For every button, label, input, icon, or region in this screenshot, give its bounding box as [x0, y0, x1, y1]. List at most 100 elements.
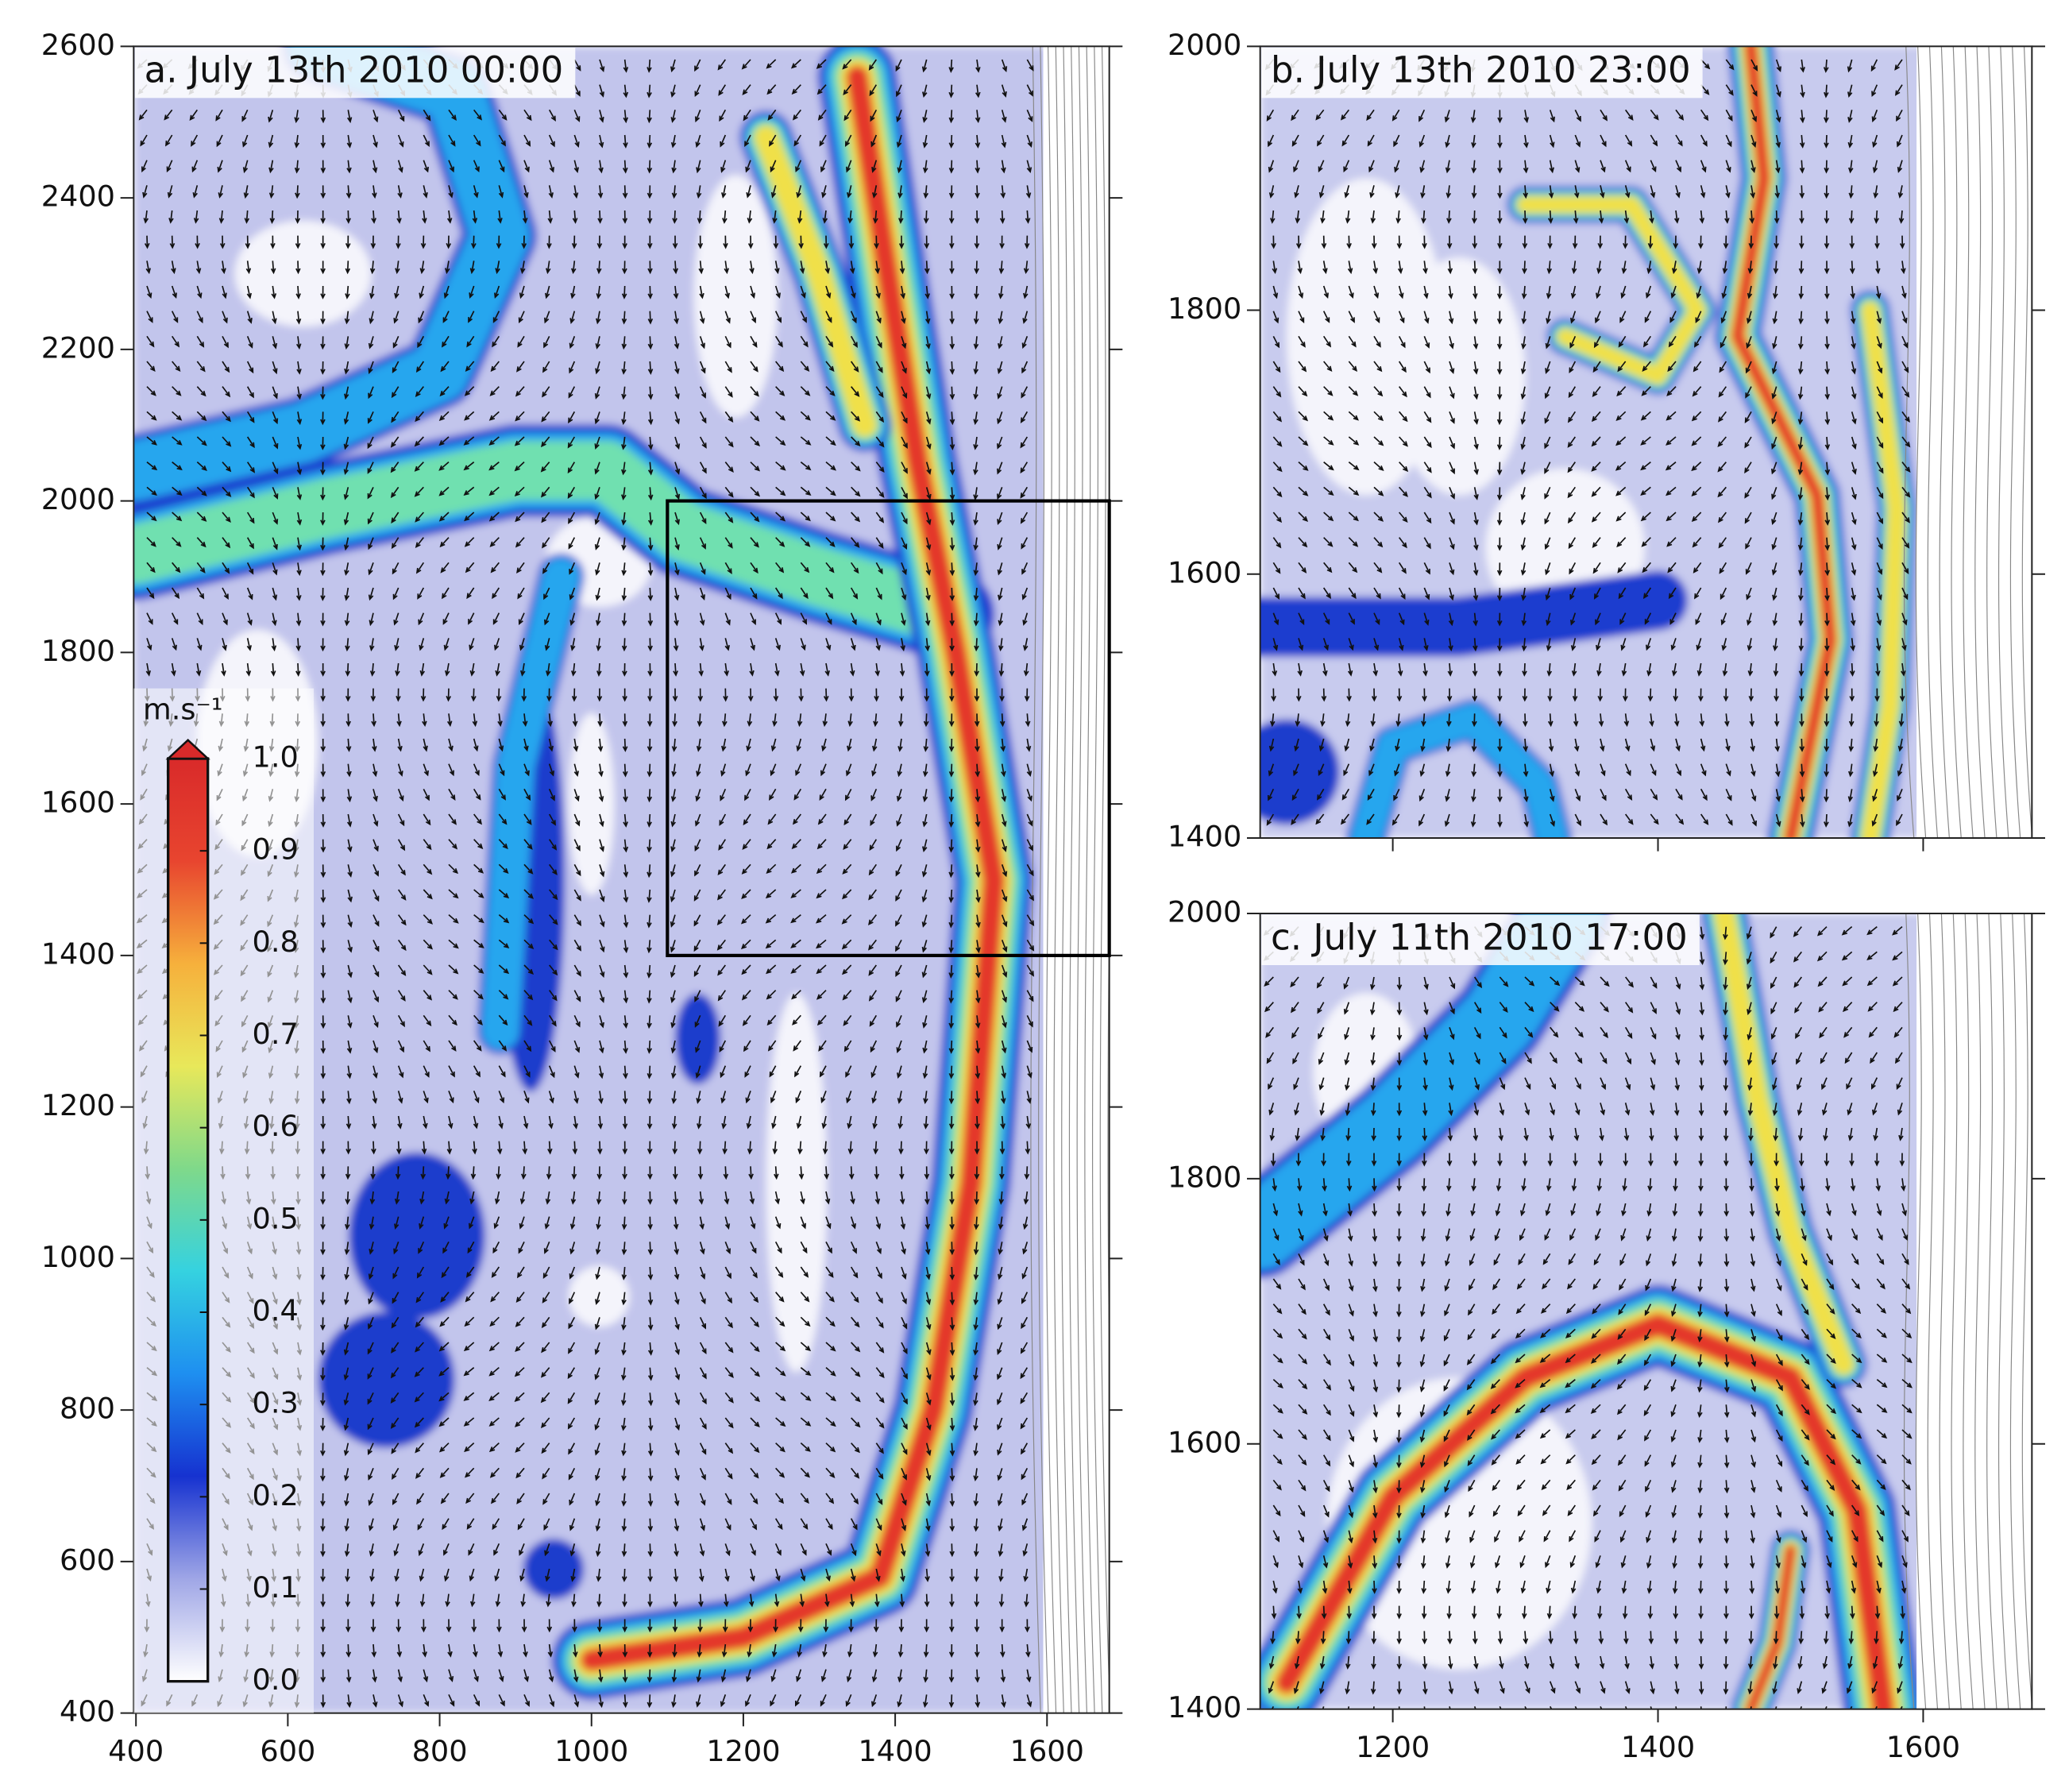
depth-contour: [1061, 46, 1072, 1713]
y-tick-label: 1400: [41, 937, 115, 971]
colorbar-tick-label: 0.5: [253, 1201, 299, 1235]
x-tick-label: 800: [412, 1734, 468, 1768]
depth-contour: [1997, 46, 2009, 839]
y-tick-label: 1800: [41, 634, 115, 668]
x-tick-label: 400: [108, 1734, 164, 1768]
current-band: [580, 65, 1005, 1671]
current-band: [1713, 913, 1855, 1376]
panel-frame: [1259, 913, 2033, 1710]
colorbar-label: m.s⁻¹: [143, 693, 223, 727]
x-tick-label: 1200: [1356, 1730, 1430, 1764]
x-tick-label: 1000: [554, 1734, 628, 1768]
colorbar-tick-label: 0.8: [253, 925, 299, 959]
depth-contour: [1915, 913, 1927, 1709]
y-tick-label: 2000: [1168, 28, 1241, 62]
coast: [1916, 46, 2032, 838]
panel-title: a. July 13th 2010 00:00: [145, 49, 564, 91]
panel-field: [133, 46, 1125, 1713]
y-tick-label: 2000: [41, 482, 115, 516]
slow-patch: [693, 175, 778, 418]
depth-contour: [1951, 913, 1962, 1709]
colorbar-backdrop: [133, 688, 314, 1713]
eddy-patch: [523, 1539, 585, 1600]
zoom-box: [666, 499, 1111, 957]
depth-contour: [1053, 46, 1064, 1713]
slow-patch: [766, 993, 828, 1373]
current-band: [1731, 46, 1837, 839]
current-band: [1260, 570, 1689, 657]
colorbar-tick-label: 0.2: [253, 1478, 299, 1512]
depth-contour: [2034, 46, 2044, 838]
panel-field: [1260, 913, 2044, 1709]
speed-field: [133, 46, 1110, 1713]
depth-contour: [2021, 46, 2032, 839]
x-tick-label: 1600: [1010, 1734, 1084, 1768]
y-tick-label: 2400: [41, 180, 115, 214]
speed-field: [1260, 46, 2032, 839]
depth-contour: [1927, 913, 1939, 1709]
depth-contour: [1951, 46, 1962, 839]
colorbar-tick-label: 0.3: [253, 1386, 299, 1420]
slow-patch: [1392, 257, 1526, 496]
depth-contour: [1099, 46, 1110, 1706]
depth-contour: [2034, 913, 2044, 1709]
panel-frame: [1259, 45, 2033, 840]
colorbar-tick-label: 0.9: [253, 832, 299, 867]
depth-contour: [1927, 46, 1939, 839]
panel-title: c. July 11th 2010 17:00: [1271, 916, 1688, 958]
depth-contour: [1076, 46, 1088, 1713]
x-tick-label: 1400: [1621, 1730, 1695, 1764]
depth-contour: [1986, 913, 1997, 1709]
eddy-patch: [1260, 719, 1340, 825]
depth-contour: [1939, 913, 1950, 1709]
depth-contour: [1986, 46, 1997, 839]
eddy-patch: [674, 993, 721, 1085]
eddy-patch: [348, 1152, 485, 1319]
colorbar-tick-label: 0.4: [253, 1294, 299, 1328]
depth-contour: [1974, 46, 1986, 839]
y-tick-label: 1600: [1168, 1425, 1241, 1459]
slow-patch: [234, 220, 372, 327]
depth-contour: [1974, 913, 1986, 1709]
current-band: [1276, 1313, 1895, 1709]
depth-contour: [2009, 913, 2021, 1709]
y-tick-label: 600: [60, 1543, 115, 1577]
colorbar-tick-label: 0.0: [253, 1663, 299, 1697]
depth-contour: [1038, 46, 1049, 1713]
y-tick-label: 1600: [41, 786, 115, 820]
depth-contour: [1997, 913, 2009, 1709]
current-band: [754, 125, 878, 438]
depth-contour: [1068, 46, 1080, 1713]
current-band: [1349, 703, 1569, 839]
depth-contour: [1939, 46, 1950, 839]
depth-contour: [1963, 913, 1974, 1709]
title-box: [1261, 914, 1700, 965]
y-tick-label: 2000: [1168, 895, 1241, 929]
current-band: [1260, 913, 1604, 1270]
y-tick-label: 2600: [41, 28, 115, 62]
panel-title: b. July 13th 2010 23:00: [1271, 49, 1691, 91]
depth-contour: [1092, 46, 1103, 1713]
coast: [1043, 46, 1110, 1713]
colorbar-tick-label: 0.1: [253, 1570, 299, 1605]
depth-contour: [1116, 46, 1125, 1713]
y-tick-label: 2200: [41, 330, 115, 365]
depth-contour: [2021, 913, 2032, 1709]
eddy-patch: [318, 1311, 455, 1448]
coast: [1916, 913, 2032, 1709]
colorbar-tick-label: 0.6: [253, 1109, 299, 1143]
current-band: [1861, 301, 1906, 839]
depth-contour: [1045, 46, 1057, 1713]
y-tick-label: 1800: [1168, 1160, 1241, 1194]
depth-contour: [1030, 46, 1041, 1713]
x-tick-label: 1600: [1886, 1730, 1960, 1764]
depth-contour: [1084, 46, 1095, 1713]
depth-contour: [2009, 46, 2021, 839]
colorbar-tick-label: 1.0: [253, 740, 299, 774]
x-tick-label: 1400: [858, 1734, 932, 1768]
panel-field: [1260, 46, 2044, 839]
x-tick-label: 1200: [706, 1734, 780, 1768]
colorbar-extend: [165, 738, 210, 760]
y-tick-label: 800: [60, 1392, 115, 1426]
title-box: [135, 48, 576, 98]
